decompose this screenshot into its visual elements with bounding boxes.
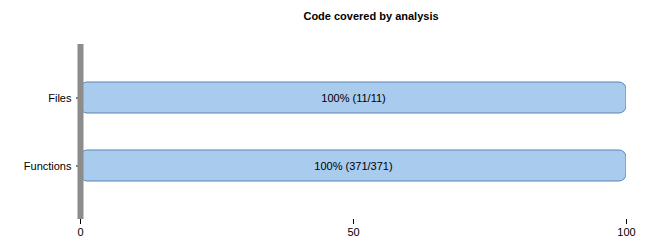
svg-text:100: 100: [617, 226, 635, 238]
svg-text:0: 0: [77, 226, 83, 238]
html-text:Code covered by analysis: Code covered by analysis: [303, 10, 439, 22]
svg-text:50: 50: [347, 226, 359, 238]
svg-text:100% (371/371): 100% (371/371): [314, 160, 392, 172]
svg-text:100% (11/11): 100% (11/11): [321, 92, 385, 104]
svg-text:Files: Files: [48, 92, 72, 104]
svg-text:Functions: Functions: [24, 160, 72, 172]
